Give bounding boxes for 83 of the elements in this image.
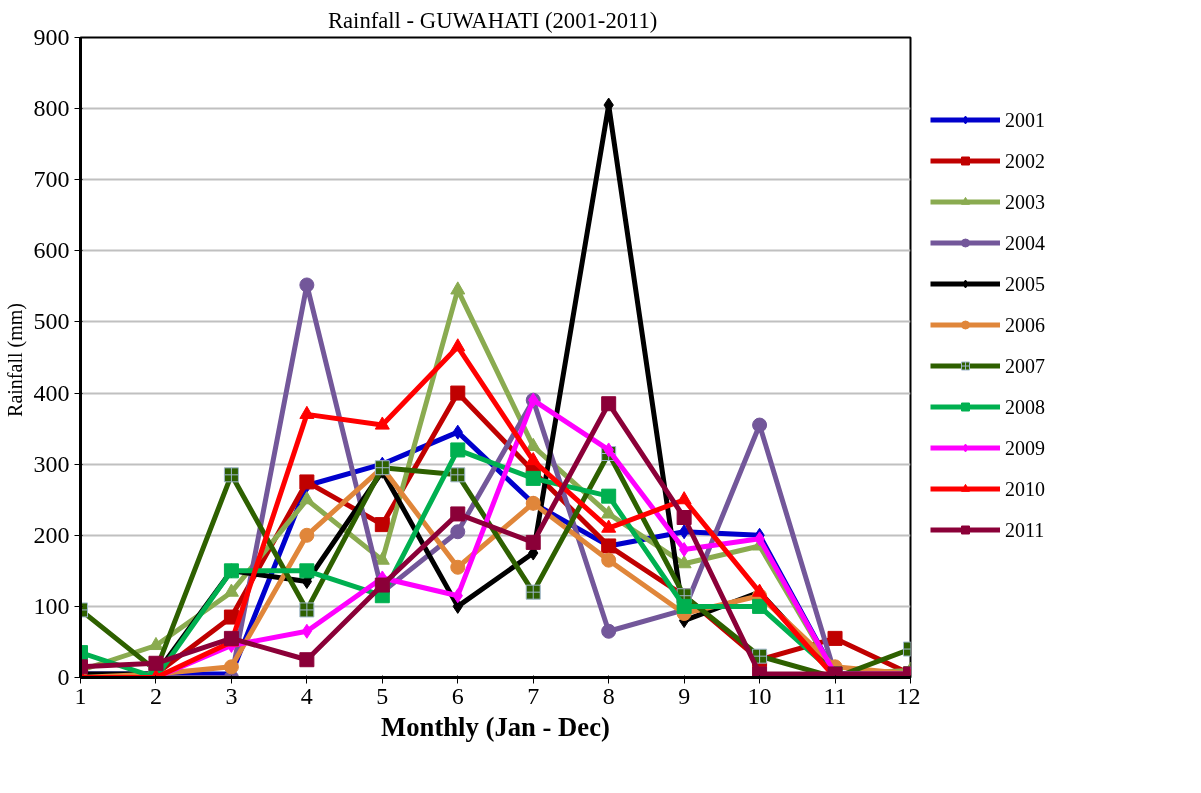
x-tick-label: 12 [896, 682, 921, 709]
legend-label: 2009 [1005, 436, 1045, 460]
point [223, 609, 239, 625]
legend-label: 2006 [1005, 313, 1045, 337]
point [299, 563, 315, 579]
legend-label: 2002 [1005, 149, 1045, 173]
x-tick-label: 1 [74, 682, 87, 709]
y-tick-label: 600 [33, 237, 70, 264]
legend-label: 2007 [1005, 354, 1045, 378]
legend-label: 2011 [1005, 518, 1045, 542]
point [223, 659, 239, 675]
x-tick-label: 2 [149, 682, 162, 709]
x-tick-label: 7 [527, 682, 540, 709]
y-tick-label: 300 [33, 450, 70, 477]
point [450, 467, 466, 483]
point [676, 510, 692, 525]
legend-label: 2004 [1005, 231, 1045, 255]
point [525, 470, 541, 486]
legend-label: 2003 [1005, 190, 1045, 214]
point [601, 519, 617, 533]
y-tick-label: 800 [33, 95, 70, 122]
x-tick-label: 10 [747, 682, 772, 709]
legend-label: 2010 [1005, 477, 1045, 501]
point [601, 488, 617, 504]
point [450, 442, 466, 458]
point [752, 598, 768, 614]
point [676, 555, 692, 569]
point [450, 338, 466, 352]
y-tick-label: 200 [33, 521, 70, 548]
point [148, 636, 164, 651]
y-tick-label: 500 [33, 308, 70, 335]
point [299, 491, 315, 505]
point [678, 524, 690, 540]
point [299, 277, 315, 293]
point [525, 437, 541, 451]
point [525, 452, 541, 466]
y-tick-label: 100 [33, 592, 70, 619]
point [450, 281, 466, 295]
x-tick-label: 8 [602, 682, 615, 709]
point [450, 559, 466, 575]
chart-title: Rainfall - GUWAHATI (2001-2011) [327, 7, 658, 33]
x-tick-label: 6 [451, 682, 464, 709]
x-tick-label: 11 [823, 682, 847, 709]
point [601, 552, 617, 568]
point [450, 385, 466, 401]
point [299, 405, 315, 419]
point [374, 416, 390, 430]
point [676, 491, 692, 505]
y-tick-label: 400 [33, 379, 70, 406]
point [827, 630, 843, 646]
point [676, 598, 692, 614]
legend-label: 2001 [1005, 108, 1045, 132]
point [299, 602, 315, 618]
point [601, 505, 617, 519]
x-tick-label: 9 [678, 682, 691, 709]
point [601, 623, 617, 639]
x-tick-label: 5 [376, 682, 389, 709]
point [299, 474, 315, 490]
y-tick-label: 0 [57, 664, 70, 690]
x-axis-title: Monthly (Jan - Dec) [381, 711, 610, 742]
point [525, 584, 541, 600]
legend-label: 2008 [1005, 395, 1045, 419]
point [525, 534, 541, 550]
point [299, 527, 315, 543]
point [299, 652, 315, 668]
y-tick-label: 900 [33, 24, 70, 50]
y-axis-title: Rainfall (mm) [3, 303, 27, 417]
legend-label: 2005 [1005, 272, 1045, 296]
x-tick-label: 4 [300, 682, 313, 709]
point [752, 666, 768, 678]
point [450, 506, 466, 522]
point [450, 524, 466, 540]
point [148, 655, 164, 671]
point [678, 542, 690, 557]
y-tick-label: 700 [33, 166, 70, 193]
point [374, 577, 390, 593]
point [301, 623, 313, 639]
point [601, 396, 617, 412]
point [223, 583, 239, 597]
point [752, 417, 768, 433]
x-tick-label: 3 [225, 682, 238, 709]
point [223, 467, 239, 483]
point [374, 517, 390, 533]
